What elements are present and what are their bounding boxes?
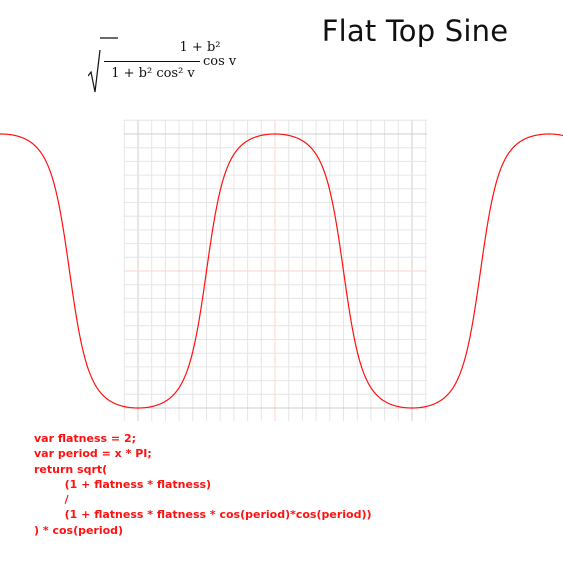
formula-trailing-term: cos v <box>203 54 237 69</box>
formula-numerator: 1 + b² <box>179 40 221 55</box>
code-line: var flatness = 2; <box>34 432 136 445</box>
code-block: var flatness = 2; var period = x * PI; ret… <box>34 431 372 538</box>
code-line: (1 + flatness * flatness * cos(period)*c… <box>34 508 372 522</box>
curve-line <box>0 133 563 409</box>
chart-title: Flat Top Sine <box>321 14 509 48</box>
formula-fraction-bar <box>104 61 200 62</box>
chart-grid <box>123 119 427 421</box>
radical-sign <box>88 37 118 93</box>
code-line: / <box>34 493 69 507</box>
code-line: var period = x * PI; <box>34 447 152 461</box>
code-line: return sqrt( <box>34 462 108 476</box>
formula-denominator: 1 + b² cos² v <box>111 66 195 81</box>
code-line: (1 + flatness * flatness) <box>34 477 212 491</box>
formula: 1 + b² 1 + b² cos² v cos v <box>88 34 268 94</box>
code-line: ) * cos(period) <box>34 523 124 537</box>
